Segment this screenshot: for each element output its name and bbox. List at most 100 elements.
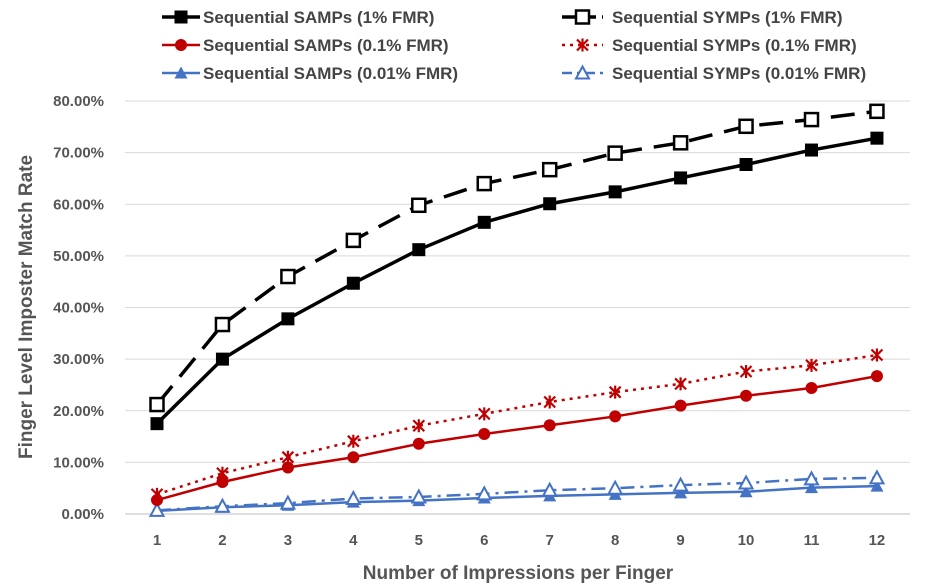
y-axis-title: Finger Level Imposter Match Rate	[16, 155, 37, 459]
data-point	[174, 66, 188, 79]
series-line	[156, 484, 877, 513]
data-point	[477, 407, 491, 421]
data-point	[739, 485, 753, 498]
data-point	[346, 276, 360, 290]
data-point	[478, 427, 491, 440]
data-point	[477, 215, 491, 229]
data-point	[215, 352, 229, 366]
series-line	[156, 476, 877, 512]
data-point	[214, 316, 231, 333]
data-point	[148, 501, 166, 517]
x-tick-label: 7	[546, 532, 554, 549]
legend-label: Sequential SYMPs (1% FMR)	[612, 8, 842, 27]
data-point	[803, 470, 820, 486]
x-axis-title: Number of Impressions per Finger	[363, 563, 674, 584]
x-tick-label: 2	[218, 532, 226, 549]
data-point	[868, 469, 886, 485]
data-point	[280, 268, 296, 285]
series-line	[155, 136, 878, 425]
data-point	[216, 475, 229, 488]
data-point	[805, 143, 818, 157]
data-point	[805, 358, 818, 372]
y-tick-label: 80.00%	[53, 93, 104, 110]
data-point	[543, 395, 556, 409]
data-point	[607, 145, 623, 161]
series-line	[155, 109, 878, 406]
legend-item: Sequential SAMPs (1% FMR)	[162, 8, 434, 27]
x-tick-label: 3	[284, 532, 292, 549]
data-point	[870, 479, 884, 492]
data-point	[476, 485, 493, 501]
legend-item: Sequential SAMPs (0.1% FMR)	[162, 36, 449, 55]
y-tick-label: 70.00%	[53, 145, 104, 162]
data-point	[805, 382, 818, 395]
data-point	[608, 385, 622, 399]
legend-label: Sequential SAMPs (0.1% FMR)	[203, 36, 449, 55]
gridlines	[125, 100, 910, 515]
legend: Sequential SAMPs (1% FMR) Sequential SYMP…	[162, 8, 866, 83]
y-tick-label: 20.00%	[53, 403, 104, 420]
data-point	[870, 370, 883, 383]
legend-item: Sequential SYMPs (0.1% FMR)	[562, 36, 857, 55]
data-point	[149, 396, 165, 413]
y-tick-label: 30.00%	[53, 351, 104, 368]
y-tick-label: 50.00%	[53, 248, 104, 265]
data-point	[543, 197, 557, 211]
data-point	[737, 474, 755, 490]
data-point	[870, 131, 884, 145]
x-tick-label: 4	[349, 532, 358, 549]
y-tick-label: 0.00%	[61, 506, 104, 523]
data-point	[476, 175, 492, 192]
series	[149, 103, 885, 413]
data-point	[174, 10, 188, 24]
x-axis-ticks: 1 2 3 4 5 6 7 8 9 10 11 12	[153, 532, 885, 549]
x-tick-label: 6	[480, 532, 488, 549]
data-point	[345, 232, 362, 249]
data-point	[574, 9, 591, 25]
data-point	[541, 481, 558, 497]
data-point	[541, 161, 558, 178]
x-tick-label: 12	[869, 532, 886, 549]
y-axis-ticks: 0.00% 10.00% 20.00% 30.00% 40.00% 50.00% 60.00…	[53, 93, 104, 523]
data-point	[606, 479, 624, 495]
series-line	[156, 374, 878, 502]
x-tick-label: 9	[676, 532, 684, 549]
legend-label: Sequential SYMPs (0.1% FMR)	[612, 36, 857, 55]
data-point	[576, 38, 589, 52]
series	[150, 131, 884, 431]
data-point	[347, 434, 360, 448]
y-tick-label: 10.00%	[53, 454, 104, 471]
data-point	[412, 243, 426, 257]
data-point	[347, 451, 360, 464]
data-point	[739, 365, 753, 379]
data-point	[608, 185, 622, 199]
data-point	[870, 348, 884, 362]
x-tick-label: 10	[738, 532, 755, 549]
data-point	[674, 171, 688, 185]
x-tick-label: 5	[415, 532, 423, 549]
data-point	[674, 377, 687, 391]
legend-label: Sequential SAMPs (0.01% FMR)	[203, 64, 458, 83]
x-tick-label: 8	[611, 532, 619, 549]
series	[151, 370, 883, 507]
y-tick-label: 40.00%	[53, 300, 104, 317]
data-point	[281, 461, 294, 474]
data-point	[805, 481, 818, 494]
data-point	[279, 494, 297, 510]
data-point	[739, 157, 753, 171]
data-point	[609, 410, 622, 423]
data-point	[738, 118, 754, 135]
data-point	[674, 399, 687, 412]
data-point	[345, 489, 362, 506]
legend-item: Sequential SAMPs (0.01% FMR)	[162, 64, 458, 83]
data-point	[803, 111, 820, 128]
data-point	[869, 103, 885, 120]
x-tick-label: 11	[804, 532, 820, 549]
data-point	[214, 497, 231, 513]
data-point	[674, 486, 688, 499]
data-point	[216, 466, 229, 480]
data-point	[411, 197, 427, 214]
series	[150, 479, 884, 517]
data-point	[150, 487, 164, 501]
